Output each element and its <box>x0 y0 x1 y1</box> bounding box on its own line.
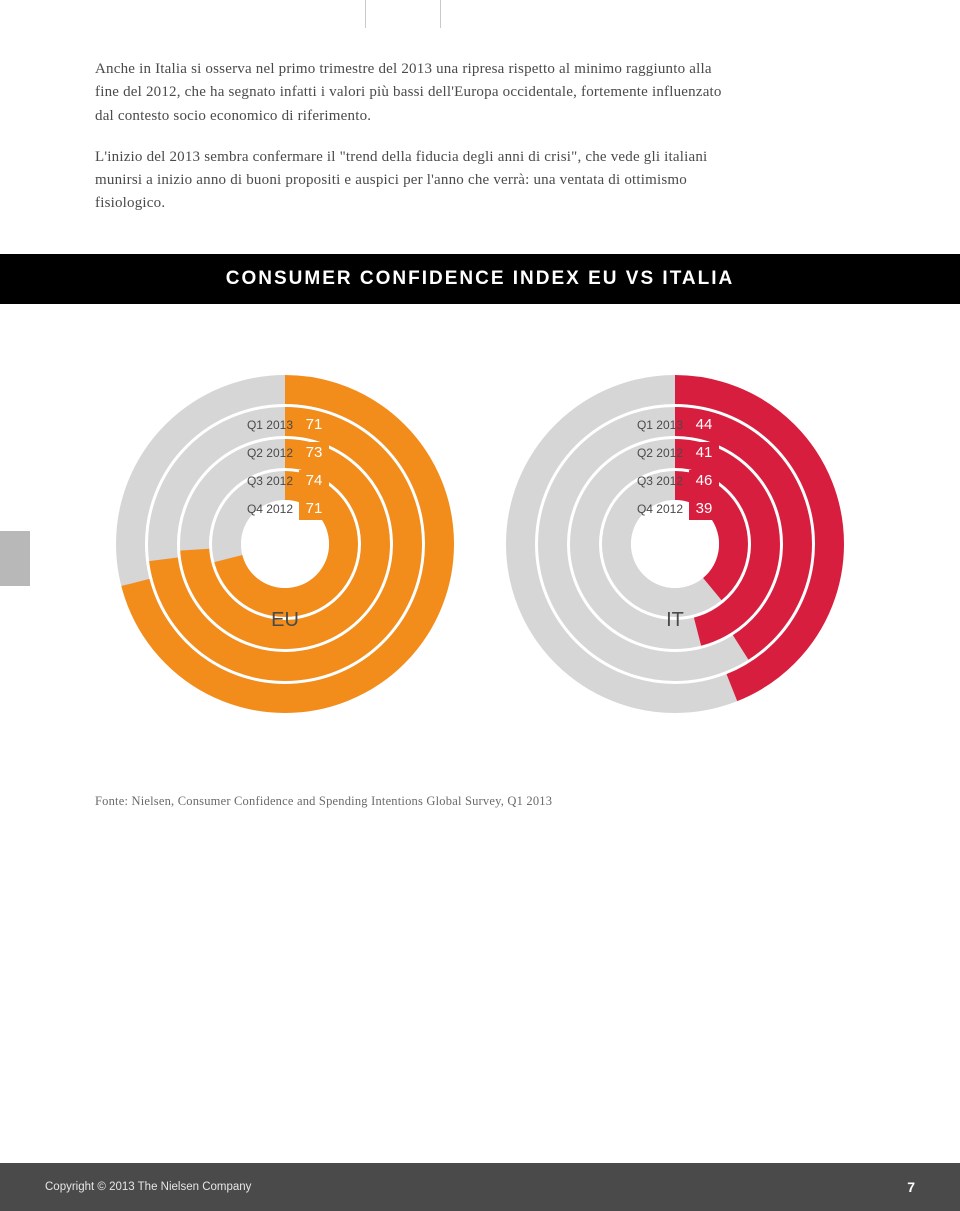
legend-row: Q1 2013 71 <box>241 414 329 436</box>
paragraph-1: Anche in Italia si osserva nel primo tri… <box>95 58 735 128</box>
legend-period: Q3 2012 <box>241 474 293 488</box>
legend-row: Q2 2012 41 <box>631 442 719 464</box>
legend-row: Q1 2013 44 <box>631 414 719 436</box>
center-label-eu: EU <box>271 609 299 632</box>
center-label-it: IT <box>666 609 684 632</box>
page-footer: Copyright © 2013 The Nielsen Company 7 <box>0 1163 960 1211</box>
copyright-text: Copyright © 2013 The Nielsen Company <box>45 1181 251 1193</box>
legend-value: 44 <box>689 414 719 436</box>
paragraph-2: L'inizio del 2013 sembra confermare il "… <box>95 146 735 216</box>
source-note: Fonte: Nielsen, Consumer Confidence and … <box>95 794 865 809</box>
legend-value: 39 <box>689 498 719 520</box>
legend-row: Q3 2012 46 <box>631 470 719 492</box>
chart-eu: Q1 2013 71 Q2 2012 73 Q3 2012 74 Q4 2012… <box>105 364 465 724</box>
tick-2 <box>440 0 441 28</box>
legend-period: Q2 2012 <box>241 446 293 460</box>
legend-row: Q4 2012 71 <box>241 498 329 520</box>
legend-value: 46 <box>689 470 719 492</box>
left-photo-sliver <box>0 531 30 586</box>
page-content: Anche in Italia si osserva nel primo tri… <box>0 0 960 809</box>
legend-value: 41 <box>689 442 719 464</box>
page-number: 7 <box>907 1179 915 1195</box>
legend-value: 71 <box>299 414 329 436</box>
chart-it: Q1 2013 44 Q2 2012 41 Q3 2012 46 Q4 2012… <box>495 364 855 724</box>
legend-period: Q1 2013 <box>241 418 293 432</box>
legend-row: Q2 2012 73 <box>241 442 329 464</box>
legend-value: 73 <box>299 442 329 464</box>
legend-it: Q1 2013 44 Q2 2012 41 Q3 2012 46 Q4 2012… <box>631 414 719 520</box>
legend-period: Q3 2012 <box>631 474 683 488</box>
legend-value: 71 <box>299 498 329 520</box>
chart-title-bar: CONSUMER CONFIDENCE INDEX EU VS ITALIA <box>0 254 960 304</box>
legend-value: 74 <box>299 470 329 492</box>
legend-row: Q3 2012 74 <box>241 470 329 492</box>
legend-period: Q4 2012 <box>241 502 293 516</box>
legend-period: Q1 2013 <box>631 418 683 432</box>
legend-row: Q4 2012 39 <box>631 498 719 520</box>
charts-container: Q1 2013 71 Q2 2012 73 Q3 2012 74 Q4 2012… <box>95 364 865 724</box>
tick-1 <box>365 0 366 28</box>
header-tick-marks <box>0 0 960 22</box>
legend-period: Q2 2012 <box>631 446 683 460</box>
legend-period: Q4 2012 <box>631 502 683 516</box>
legend-eu: Q1 2013 71 Q2 2012 73 Q3 2012 74 Q4 2012… <box>241 414 329 520</box>
